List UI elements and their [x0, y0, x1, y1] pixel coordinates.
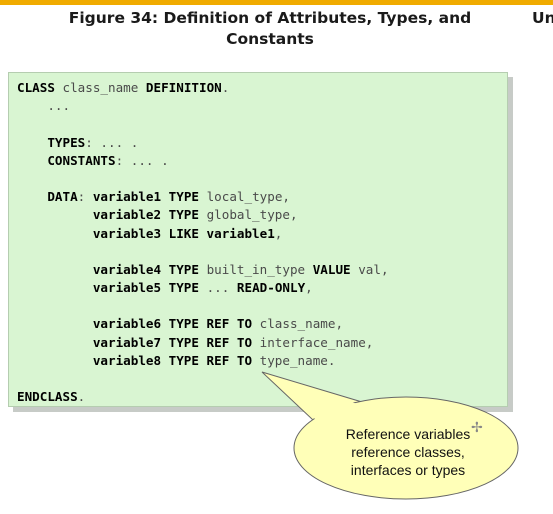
code-keyword: variable3 LIKE variable1 [17, 225, 275, 241]
top-accent-bar [0, 0, 553, 5]
callout-pointer-cover [266, 375, 370, 436]
code-keyword: ENDCLASS [17, 389, 78, 405]
code-keyword: variable7 TYPE REF TO [17, 334, 253, 350]
code-line: variable8 TYPE REF TO type_name. [17, 352, 389, 370]
code-line: variable4 TYPE built_in_type VALUE val, [17, 261, 389, 279]
code-line: ... [17, 97, 389, 115]
code-text: : ... . [115, 152, 169, 168]
code-listing-box: CLASS class_name DEFINITION. ... TYPES: … [8, 72, 508, 407]
code-keyword: CLASS [17, 80, 55, 95]
code-keyword: variable6 TYPE REF TO [17, 316, 253, 332]
sparkle-cursor-icon: ✢ [471, 420, 483, 436]
code-text: type_name. [252, 352, 336, 368]
code-text: global_type, [198, 207, 298, 223]
code-keyword: variable4 TYPE [17, 261, 199, 277]
code-keyword: variable2 TYPE [17, 207, 199, 223]
next-page-title-fragment: Un [532, 9, 553, 27]
code-keyword: DEFINITION [145, 80, 222, 95]
callout-text: Reference variables reference classes, i… [318, 425, 498, 479]
code-keyword: variable5 TYPE [17, 280, 199, 296]
code-text: , [305, 280, 313, 296]
code-text: val, [350, 261, 389, 277]
code-line: DATA: variable1 TYPE local_type, [17, 188, 389, 206]
callout-line-2: reference classes, [351, 444, 465, 460]
code-text: , [274, 225, 283, 241]
code-keyword: DATA [17, 189, 78, 205]
code-text: ... [198, 280, 237, 296]
figure-title-line-1: Figure 34: Definition of Attributes, Typ… [68, 9, 472, 27]
code-keyword: VALUE [312, 261, 351, 277]
code-text: local_type, [199, 189, 290, 205]
code-text: : ... . [85, 134, 139, 150]
figure-title-line-2: Constants [226, 30, 314, 48]
code-text: . [221, 80, 230, 95]
code-line: variable5 TYPE ... READ-ONLY, [17, 279, 389, 297]
code-text: interface_name, [252, 334, 374, 350]
code-line: variable3 LIKE variable1, [17, 225, 389, 243]
code-keyword: CONSTANTS [17, 152, 116, 168]
code-line: TYPES: ... . [17, 134, 389, 152]
code-text: class_name, [252, 316, 344, 332]
callout-line-1: Reference variables [345, 426, 471, 442]
code-text: . [77, 389, 86, 405]
callout-line-3: interfaces or types [350, 462, 466, 478]
code-text: built_in_type [198, 261, 313, 277]
code-keyword: variable1 TYPE [92, 189, 199, 205]
code-line: CLASS class_name DEFINITION. [17, 79, 389, 97]
figure-title: Figure 34: Definition of Attributes, Typ… [60, 8, 480, 50]
code-line: variable7 TYPE REF TO interface_name, [17, 334, 389, 352]
code-line: ENDCLASS. [17, 388, 389, 406]
code-text: ... [17, 98, 71, 114]
code-listing: CLASS class_name DEFINITION. ... TYPES: … [17, 79, 389, 406]
code-text: class_name [54, 80, 146, 95]
code-keyword: TYPES [17, 134, 86, 150]
code-line: CONSTANTS: ... . [17, 152, 389, 170]
code-line: variable6 TYPE REF TO class_name, [17, 315, 389, 333]
code-keyword: variable8 TYPE REF TO [17, 352, 253, 368]
code-keyword: READ-ONLY [236, 280, 306, 296]
code-line: variable2 TYPE global_type, [17, 206, 389, 224]
code-text: : [77, 189, 93, 205]
